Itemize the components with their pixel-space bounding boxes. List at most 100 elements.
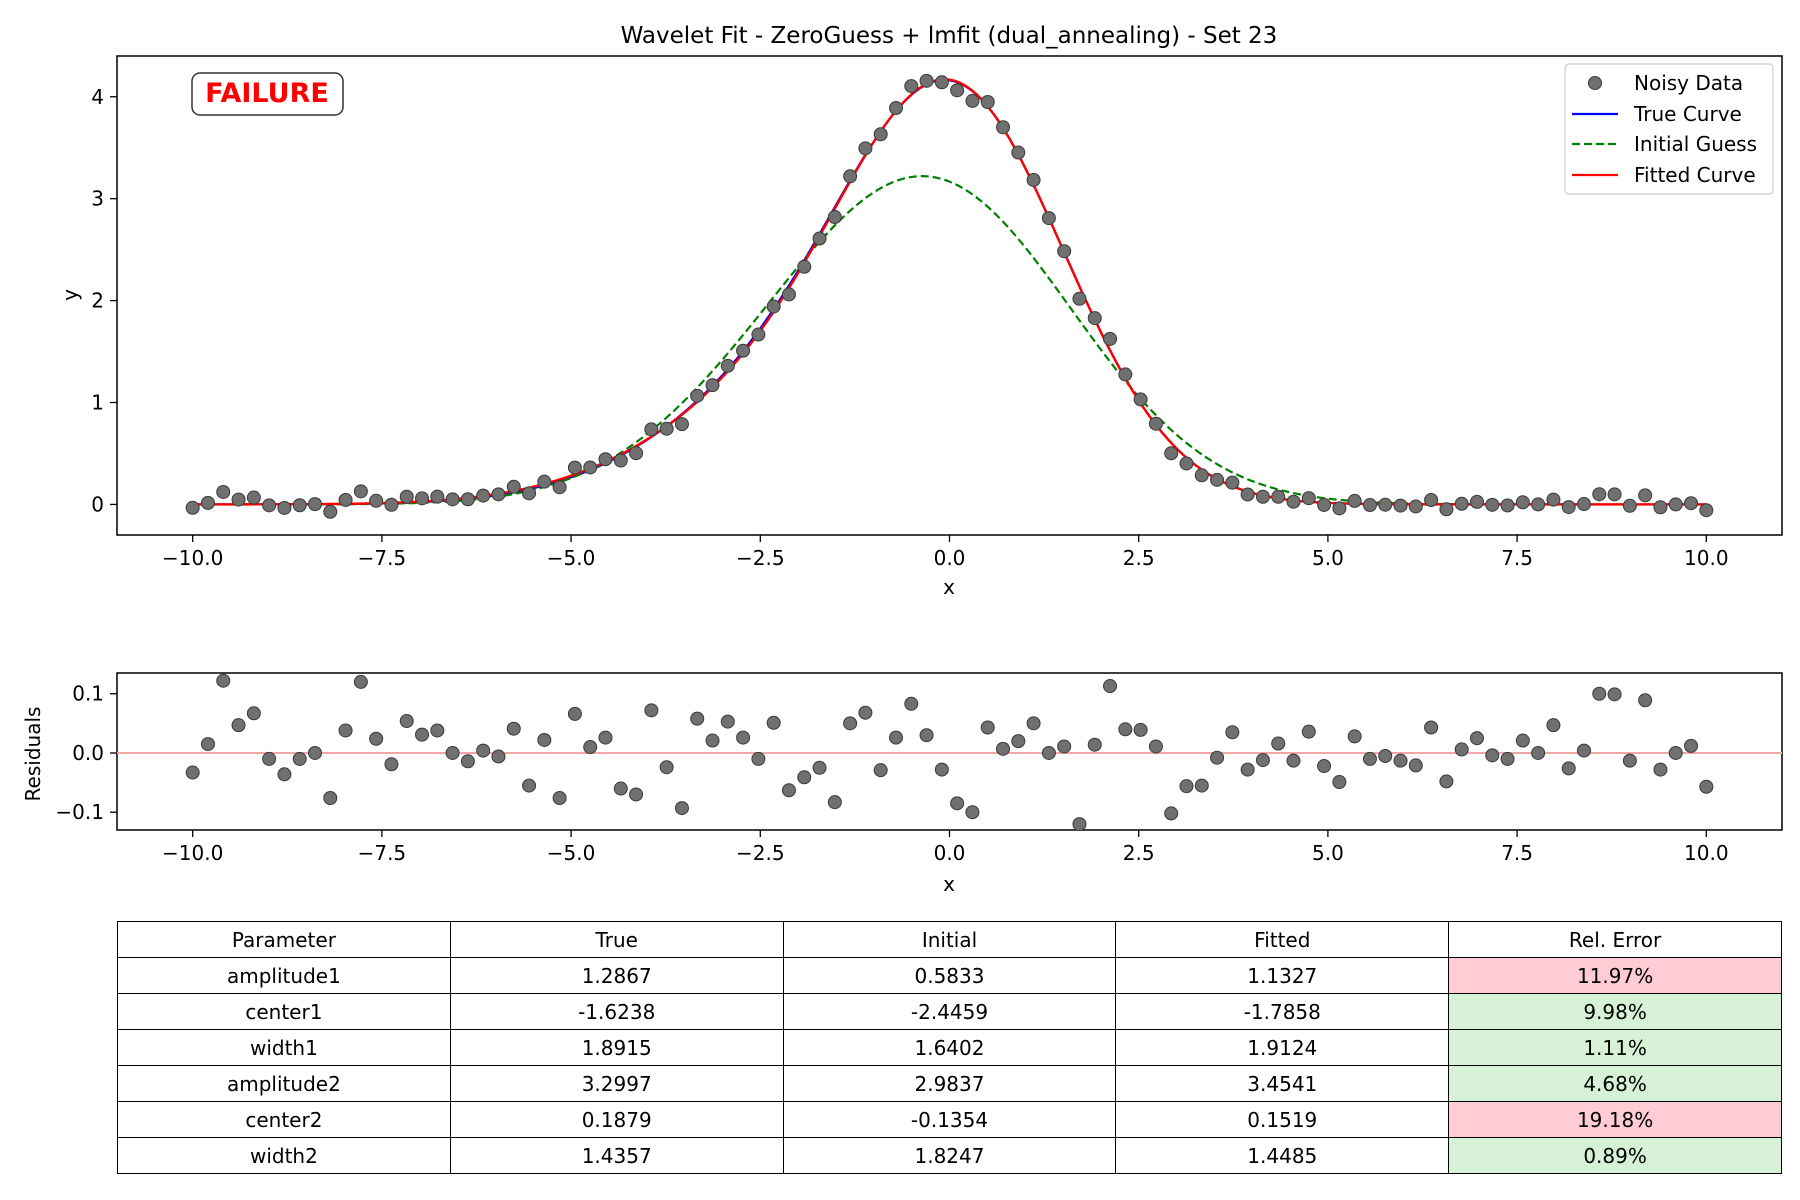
residual-point	[1041, 745, 1056, 760]
residual-point	[1133, 722, 1148, 737]
noisy-data-point	[873, 127, 888, 142]
noisy-data-points	[185, 73, 1714, 519]
residual-point	[200, 737, 215, 752]
noisy-data-point	[843, 169, 858, 184]
noisy-data-point	[1103, 331, 1118, 346]
residual-point	[1454, 742, 1469, 757]
noisy-data-point	[1179, 456, 1194, 471]
main-y-tick-label: 4	[91, 85, 104, 109]
noisy-data-point	[720, 358, 735, 373]
noisy-data-point	[1454, 496, 1469, 511]
noisy-data-point	[583, 460, 598, 475]
legend-label-fitted-curve: Fitted Curve	[1634, 163, 1756, 187]
residual-point	[1255, 753, 1270, 768]
table-cell: 1.4485	[1115, 1137, 1450, 1174]
noisy-data-point	[415, 491, 430, 506]
noisy-data-point	[1271, 489, 1286, 504]
residual-point	[1684, 738, 1699, 753]
residual-point	[353, 674, 368, 689]
residual-point	[1439, 774, 1454, 789]
noisy-data-point	[552, 480, 567, 495]
residual-point	[1500, 751, 1515, 766]
noisy-data-point	[904, 79, 919, 94]
table-header-cell: True	[449, 921, 784, 958]
noisy-data-point	[1622, 498, 1637, 513]
residual-point	[1301, 724, 1316, 739]
noisy-data-point	[705, 378, 720, 393]
residual-point	[1240, 762, 1255, 777]
table-cell: center2	[117, 1101, 451, 1138]
residual-point	[1103, 679, 1118, 694]
noisy-data-point	[1439, 502, 1454, 517]
residual-point	[567, 706, 582, 721]
table-header-cell: Parameter	[117, 921, 451, 958]
table-cell: width2	[117, 1137, 451, 1174]
main-x-tick-label: −5.0	[547, 546, 596, 570]
residual-point	[858, 705, 873, 720]
residual-point	[904, 696, 919, 711]
residual-point	[705, 733, 720, 748]
main-y-tick-label: 1	[91, 391, 104, 415]
residual-point	[1515, 733, 1530, 748]
residual-point	[644, 703, 659, 718]
noisy-data-point	[185, 500, 200, 515]
legend-label-noisy-data: Noisy Data	[1634, 71, 1743, 95]
residual-point	[246, 706, 261, 721]
main-axes-frame	[116, 55, 1783, 536]
rel-error-cell: 1.11%	[1448, 1029, 1782, 1066]
residual-point	[629, 787, 644, 802]
residual-point	[720, 714, 735, 729]
noisy-data-point	[1577, 497, 1591, 512]
residual-point	[1408, 758, 1423, 773]
noisy-data-point	[1515, 495, 1530, 510]
noisy-data-point	[1362, 498, 1377, 513]
residual-point	[1531, 745, 1546, 760]
table-cell: amplitude1	[117, 957, 451, 994]
main-x-tick-label: 2.5	[1123, 546, 1155, 570]
noisy-data-point	[1607, 487, 1622, 502]
main-y-axis-label: y	[58, 289, 82, 301]
noisy-data-point	[430, 489, 445, 504]
residual-point	[1225, 725, 1240, 740]
noisy-data-point	[292, 498, 307, 513]
noisy-data-point	[781, 287, 796, 302]
residual-point	[399, 713, 414, 728]
residual-point	[1011, 734, 1026, 749]
residuals-x-tick-label: 5.0	[1312, 841, 1344, 865]
noisy-data-point	[858, 141, 873, 156]
residual-point	[1026, 716, 1041, 731]
residual-point	[812, 760, 827, 775]
main-y-tick-label: 0	[91, 492, 104, 516]
noisy-data-point	[246, 490, 261, 505]
legend-label-true-curve: True Curve	[1633, 102, 1742, 126]
rel-error-cell: 19.18%	[1448, 1101, 1782, 1138]
table-header-cell: Rel. Error	[1448, 921, 1782, 958]
noisy-data-point	[1118, 367, 1133, 382]
residual-point	[1362, 751, 1377, 766]
main-y-tick-label: 3	[91, 187, 104, 211]
noisy-data-point	[1408, 499, 1423, 514]
residual-point	[292, 751, 307, 766]
rel-error-cell: 9.98%	[1448, 993, 1782, 1030]
residuals-x-axis-label: x	[943, 872, 955, 896]
residual-point	[1668, 745, 1683, 760]
noisy-data-point	[1485, 497, 1500, 512]
residual-points	[185, 673, 1714, 832]
noisy-data-point	[1684, 496, 1699, 511]
rel-error-cell: 11.97%	[1448, 957, 1782, 994]
residual-point	[1194, 778, 1209, 793]
failure-badge-box	[191, 72, 344, 116]
residual-point	[766, 715, 781, 730]
noisy-data-point	[690, 388, 705, 403]
residual-point	[690, 711, 705, 726]
table-cell: 0.1519	[1115, 1101, 1450, 1138]
rel-error-cell: 4.68%	[1448, 1065, 1782, 1102]
noisy-data-point	[1500, 498, 1515, 513]
noisy-data-point	[308, 497, 322, 512]
residual-point	[781, 783, 796, 798]
residual-point	[1179, 779, 1194, 794]
failure-badge: FAILURE	[191, 72, 344, 116]
noisy-data-point	[231, 492, 246, 507]
residual-point	[323, 791, 338, 806]
main-title: Wavelet Fit - ZeroGuess + lmfit (dual_an…	[621, 23, 1278, 49]
